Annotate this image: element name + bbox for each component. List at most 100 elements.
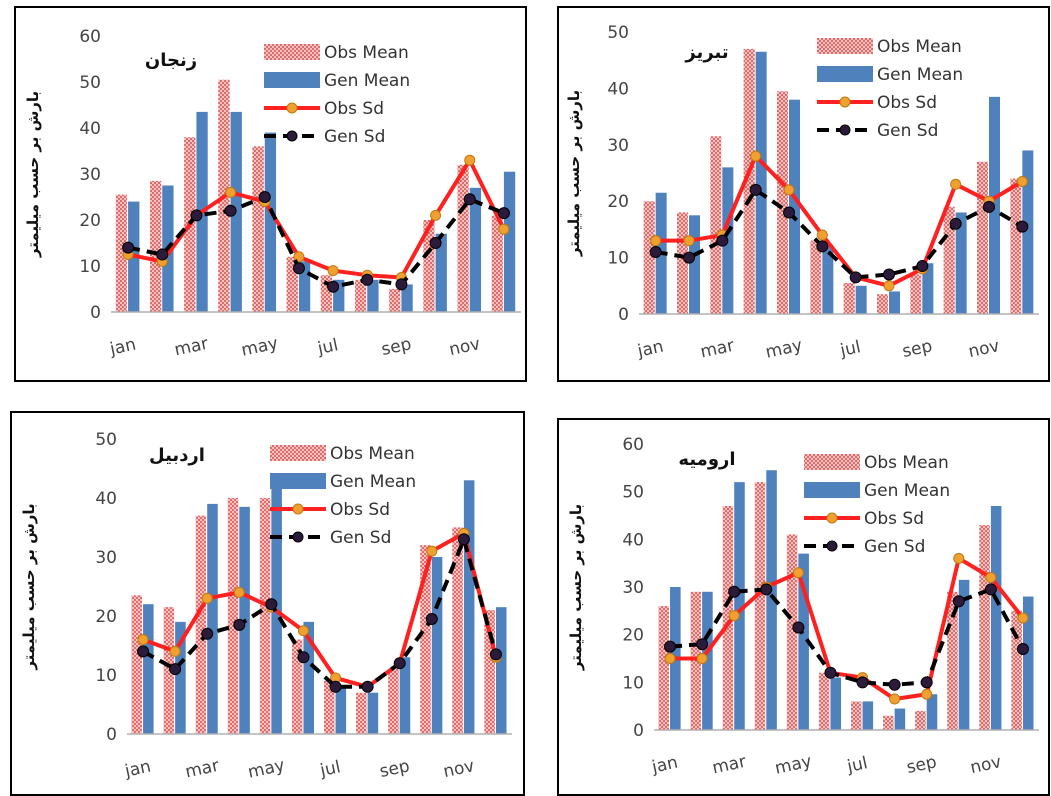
legend: Obs Mean Gen Mean Obs Sd Gen Sd	[804, 453, 950, 557]
x-tick-label: nov	[968, 752, 1003, 778]
chart-panel-zanjan: 0 10 20 30 40 50 60 بارش بر حسب میلیمتر jan mar ma…	[14, 6, 527, 382]
chart-panel-urmia: 0 10 20 30 40 50 60 بارش بر حسب میلیمتر jan mar ma…	[557, 418, 1050, 796]
gen-sd-marker	[792, 621, 805, 634]
obs-sd-marker	[650, 235, 662, 247]
obs-sd-marker	[201, 592, 213, 604]
obs-sd-marker	[137, 634, 149, 646]
gen-sd-marker	[233, 618, 246, 631]
legend-swatch	[264, 44, 320, 60]
obs-sd-marker	[985, 571, 997, 583]
obs-mean-bar	[754, 482, 766, 730]
obs-mean-bar	[227, 498, 239, 734]
x-tick-label: sep	[380, 334, 414, 360]
gen-sd-marker	[716, 234, 729, 247]
obs-mean-bar	[491, 215, 503, 312]
gen-sd-marker	[329, 680, 342, 693]
legend-swatch	[817, 66, 873, 82]
obs-sd-marker	[792, 567, 804, 579]
obs-mean-bar	[743, 48, 755, 315]
gen-mean-bar	[401, 284, 413, 312]
gen-sd-marker	[664, 640, 677, 653]
obs-mean-bar	[947, 591, 958, 730]
obs-mean-bar	[818, 672, 830, 730]
obs-sd-marker	[233, 586, 245, 598]
gen-sd-marker	[395, 278, 408, 291]
legend-swatch	[826, 512, 838, 524]
obs-mean-bar	[389, 289, 401, 312]
gen-sd-marker	[327, 280, 340, 293]
chart-urmia: 0 10 20 30 40 50 60 بارش بر حسب میلیمتر jan mar ma…	[567, 435, 1039, 779]
legend-label: Gen Sd	[877, 121, 938, 141]
obs-mean-bar	[979, 525, 990, 730]
obs-mean-bar	[883, 715, 894, 730]
obs-mean-bar	[977, 161, 988, 314]
obs-mean-bar	[423, 220, 435, 312]
obs-mean-bar	[420, 545, 431, 734]
gen-sd-marker	[728, 585, 741, 598]
obs-sd-marker	[498, 223, 510, 235]
gen-sd-marker	[361, 680, 374, 693]
obs-mean-bar	[877, 294, 888, 314]
gen-sd-marker	[497, 207, 510, 220]
y-axis-label: بارش بر حسب میلیمتر	[24, 91, 42, 258]
gen-sd-marker	[292, 262, 305, 275]
gen-sd-marker	[952, 595, 965, 608]
chart-tabriz: 0 10 20 30 40 50 بارش بر حسب میلیمتر jan mar may j…	[565, 23, 1039, 363]
gen-mean-bar	[503, 171, 516, 312]
gen-mean-bar	[298, 261, 311, 312]
gen-mean-bar	[303, 621, 315, 734]
gen-mean-bar	[367, 279, 379, 312]
gen-mean-bar	[335, 686, 347, 734]
gen-sd-marker	[457, 533, 470, 546]
legend-swatch	[270, 445, 326, 461]
y-tick-label: 0	[618, 305, 629, 325]
legend-label: Gen Sd	[324, 127, 385, 147]
y-tick-label: 50	[95, 430, 117, 450]
chart-title: اردبیل	[149, 445, 205, 466]
y-tick-label: 50	[607, 23, 629, 43]
legend-swatch	[292, 503, 304, 515]
obs-mean-bar	[457, 164, 469, 312]
obs-mean-bar	[388, 669, 399, 734]
obs-sd-line	[142, 531, 498, 689]
gen-mean-bar	[333, 279, 345, 312]
gen-mean-bar	[702, 591, 713, 730]
obs-sd-marker	[664, 653, 676, 664]
gen-sd-line	[127, 195, 505, 289]
x-tick-label: mar	[173, 334, 210, 361]
obs-mean-bar	[115, 194, 128, 312]
gen-sd-marker	[122, 241, 135, 254]
gen-sd-marker	[984, 583, 997, 596]
gen-sd-marker	[361, 273, 374, 286]
obs-sd-marker	[1016, 175, 1028, 187]
legend-label: Gen Sd	[864, 537, 925, 557]
gen-sd-marker	[425, 612, 438, 625]
gen-mean-bar	[894, 708, 906, 730]
x-tick-label: may	[773, 751, 813, 778]
obs-sd-marker	[327, 265, 339, 277]
obs-mean-bar	[843, 282, 855, 314]
obs-mean-bar	[356, 692, 367, 734]
y-tick-label: 20	[79, 211, 101, 231]
obs-mean-bar	[163, 607, 175, 734]
x-tick-label: jul	[318, 757, 343, 781]
gen-sd-marker	[856, 676, 869, 689]
x-tick-label: may	[246, 755, 286, 782]
x-tick-label: jul	[838, 337, 863, 361]
obs-mean-bar	[777, 91, 788, 314]
obs-mean-bar	[323, 680, 335, 734]
obs-mean-bar	[690, 591, 702, 730]
gen-sd-line	[142, 537, 498, 689]
y-tick-label: 20	[622, 626, 644, 646]
x-tick-label: may	[240, 333, 280, 360]
gen-sd-marker	[489, 648, 502, 661]
gen-sd-marker	[683, 251, 695, 264]
legend: Obs Mean Gen Mean Obs Sd Gen Sd	[264, 43, 410, 147]
chart-title: تبریز	[684, 42, 728, 63]
y-tick-label: 60	[622, 435, 644, 455]
chart-title: زنجان	[145, 50, 197, 71]
x-tick-label: mar	[710, 752, 747, 779]
obs-sd-marker	[889, 693, 901, 705]
x-tick-label: may	[764, 335, 804, 362]
gen-sd-marker	[224, 204, 237, 217]
